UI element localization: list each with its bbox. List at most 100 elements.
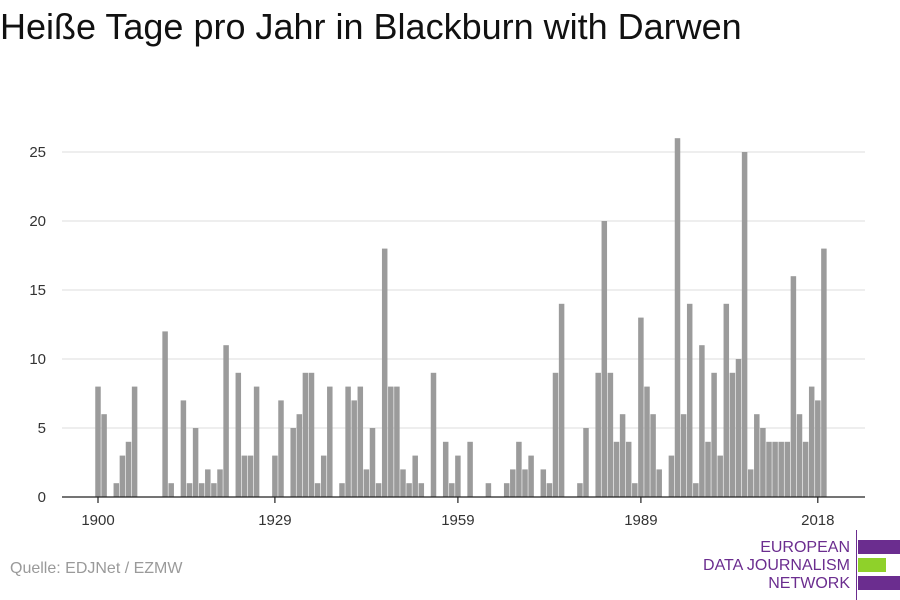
bar-2016 bbox=[802, 441, 809, 497]
bar-1975 bbox=[552, 372, 559, 497]
bar-1998 bbox=[693, 483, 699, 497]
bar-1973 bbox=[540, 469, 547, 497]
bar-1926 bbox=[253, 386, 260, 497]
bar-1984 bbox=[607, 372, 614, 497]
logo-line-1: EUROPEAN bbox=[760, 539, 850, 556]
bar-1952 bbox=[412, 455, 418, 497]
bar-1901 bbox=[101, 414, 107, 497]
bar-1959 bbox=[455, 455, 461, 497]
chart-title: Heiße Tage pro Jahr in Blackburn with Da… bbox=[0, 6, 742, 47]
x-tick-label-1900: 1900 bbox=[81, 512, 114, 529]
bar-1911 bbox=[162, 331, 168, 497]
bar-1957 bbox=[442, 441, 449, 497]
bars bbox=[95, 138, 827, 497]
bar-1917 bbox=[198, 483, 205, 497]
bar-1955 bbox=[430, 372, 437, 497]
bar-2008 bbox=[754, 414, 760, 497]
bar-2004 bbox=[729, 372, 736, 497]
y-tick-label-15: 15 bbox=[29, 282, 46, 299]
bar-1987 bbox=[625, 441, 632, 497]
bar-1923 bbox=[235, 372, 242, 497]
x-tick-label-2018: 2018 bbox=[801, 512, 834, 529]
bar-2018 bbox=[815, 400, 821, 497]
bar-1943 bbox=[357, 386, 364, 497]
bar-1930 bbox=[278, 400, 284, 497]
bar-2000 bbox=[705, 441, 711, 497]
bar-1949 bbox=[394, 386, 400, 497]
bar-1951 bbox=[406, 483, 412, 497]
bar-1935 bbox=[308, 372, 315, 497]
bar-1903 bbox=[113, 483, 120, 497]
bar-1967 bbox=[503, 483, 510, 497]
logo-bar-green bbox=[858, 558, 886, 572]
bar-1938 bbox=[327, 386, 333, 497]
bar-1947 bbox=[381, 248, 388, 497]
bar-1994 bbox=[668, 455, 675, 497]
bar-2012 bbox=[778, 441, 784, 497]
bar-1933 bbox=[296, 414, 303, 497]
logo-bar-purple-top bbox=[858, 540, 900, 554]
bar-1914 bbox=[180, 400, 187, 497]
bar-1936 bbox=[314, 483, 321, 497]
bar-1979 bbox=[577, 483, 583, 497]
bar-1999 bbox=[699, 345, 705, 497]
bar-2002 bbox=[717, 455, 723, 497]
bar-1912 bbox=[168, 483, 174, 497]
y-axis-ticks: 0 5 10 15 20 25 bbox=[29, 144, 46, 506]
bar-1920 bbox=[217, 469, 223, 497]
bar-1989 bbox=[638, 317, 644, 497]
bar-1948 bbox=[388, 386, 394, 497]
bar-1918 bbox=[205, 469, 211, 497]
bar-1974 bbox=[546, 483, 553, 497]
bar-2005 bbox=[735, 359, 742, 497]
bar-1997 bbox=[686, 303, 693, 497]
bar-1976 bbox=[558, 303, 565, 497]
bar-2014 bbox=[790, 276, 797, 497]
bar-1940 bbox=[339, 483, 345, 497]
bar-1968 bbox=[510, 469, 516, 497]
bar-1970 bbox=[522, 469, 528, 497]
bar-1905 bbox=[125, 441, 132, 497]
bar-1937 bbox=[320, 455, 327, 497]
bar-2013 bbox=[784, 441, 791, 497]
bar-1929 bbox=[272, 455, 278, 497]
bar-1934 bbox=[302, 372, 309, 497]
bar-1988 bbox=[632, 483, 638, 497]
bar-1985 bbox=[613, 441, 620, 497]
bar-1982 bbox=[595, 372, 601, 497]
bar-1916 bbox=[192, 428, 199, 497]
bar-2003 bbox=[723, 303, 730, 497]
logo-line-3: NETWORK bbox=[768, 575, 850, 592]
x-tick-label-1989: 1989 bbox=[624, 512, 657, 529]
bar-1944 bbox=[363, 469, 370, 497]
bar-2019 bbox=[821, 248, 827, 497]
bar-1971 bbox=[528, 455, 534, 497]
bar-2001 bbox=[711, 372, 717, 497]
bar-2006 bbox=[741, 152, 748, 497]
bar-2009 bbox=[760, 428, 766, 497]
bar-1995 bbox=[674, 138, 681, 497]
bar-1924 bbox=[241, 455, 248, 497]
bar-1991 bbox=[650, 414, 656, 497]
bar-2017 bbox=[808, 386, 815, 497]
y-tick-label-0: 0 bbox=[38, 489, 46, 506]
logo-bar-purple-bottom bbox=[858, 576, 900, 590]
bar-1904 bbox=[119, 455, 126, 497]
y-tick-label-20: 20 bbox=[29, 213, 46, 230]
edjnet-logo: EUROPEAN DATA JOURNALISM NETWORK bbox=[700, 530, 900, 600]
logo-line-2: DATA JOURNALISM bbox=[703, 557, 850, 574]
x-tick-label-1959: 1959 bbox=[441, 512, 474, 529]
bar-1900 bbox=[95, 386, 101, 497]
bar-2007 bbox=[747, 469, 754, 497]
bar-1932 bbox=[290, 428, 296, 497]
source-note: Quelle: EDJNet / EZMW bbox=[10, 560, 183, 577]
logo-divider bbox=[856, 530, 857, 600]
bar-1990 bbox=[644, 386, 650, 497]
bar-1925 bbox=[247, 455, 254, 497]
bar-1992 bbox=[656, 469, 662, 497]
x-axis-ticks: 1900 1929 1959 1989 2018 bbox=[81, 497, 834, 529]
bar-1946 bbox=[375, 483, 382, 497]
bar-1969 bbox=[516, 441, 522, 497]
bar-1921 bbox=[223, 345, 229, 497]
